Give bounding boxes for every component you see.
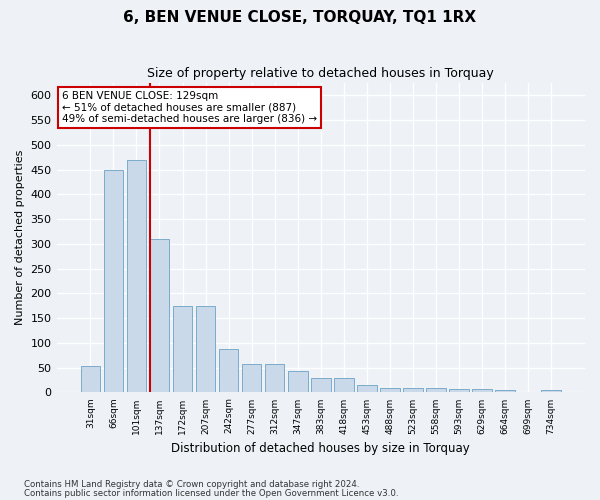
Bar	[334, 378, 353, 392]
Bar	[449, 389, 469, 392]
X-axis label: Distribution of detached houses by size in Torquay: Distribution of detached houses by size …	[172, 442, 470, 455]
Bar	[80, 366, 100, 392]
Bar	[357, 385, 377, 392]
Bar	[288, 371, 308, 392]
Text: 6, BEN VENUE CLOSE, TORQUAY, TQ1 1RX: 6, BEN VENUE CLOSE, TORQUAY, TQ1 1RX	[124, 10, 476, 25]
Bar	[173, 306, 193, 392]
Title: Size of property relative to detached houses in Torquay: Size of property relative to detached ho…	[148, 68, 494, 80]
Text: Contains HM Land Registry data © Crown copyright and database right 2024.: Contains HM Land Registry data © Crown c…	[24, 480, 359, 489]
Bar	[403, 388, 423, 392]
Bar	[496, 390, 515, 392]
Bar	[196, 306, 215, 392]
Bar	[265, 364, 284, 392]
Y-axis label: Number of detached properties: Number of detached properties	[15, 150, 25, 326]
Bar	[380, 388, 400, 392]
Bar	[311, 378, 331, 392]
Bar	[219, 349, 238, 393]
Bar	[426, 388, 446, 392]
Bar	[472, 389, 492, 392]
Bar	[242, 364, 262, 392]
Bar	[541, 390, 561, 392]
Bar	[127, 160, 146, 392]
Bar	[104, 170, 123, 392]
Text: Contains public sector information licensed under the Open Government Licence v3: Contains public sector information licen…	[24, 490, 398, 498]
Bar	[149, 239, 169, 392]
Text: 6 BEN VENUE CLOSE: 129sqm
← 51% of detached houses are smaller (887)
49% of semi: 6 BEN VENUE CLOSE: 129sqm ← 51% of detac…	[62, 91, 317, 124]
